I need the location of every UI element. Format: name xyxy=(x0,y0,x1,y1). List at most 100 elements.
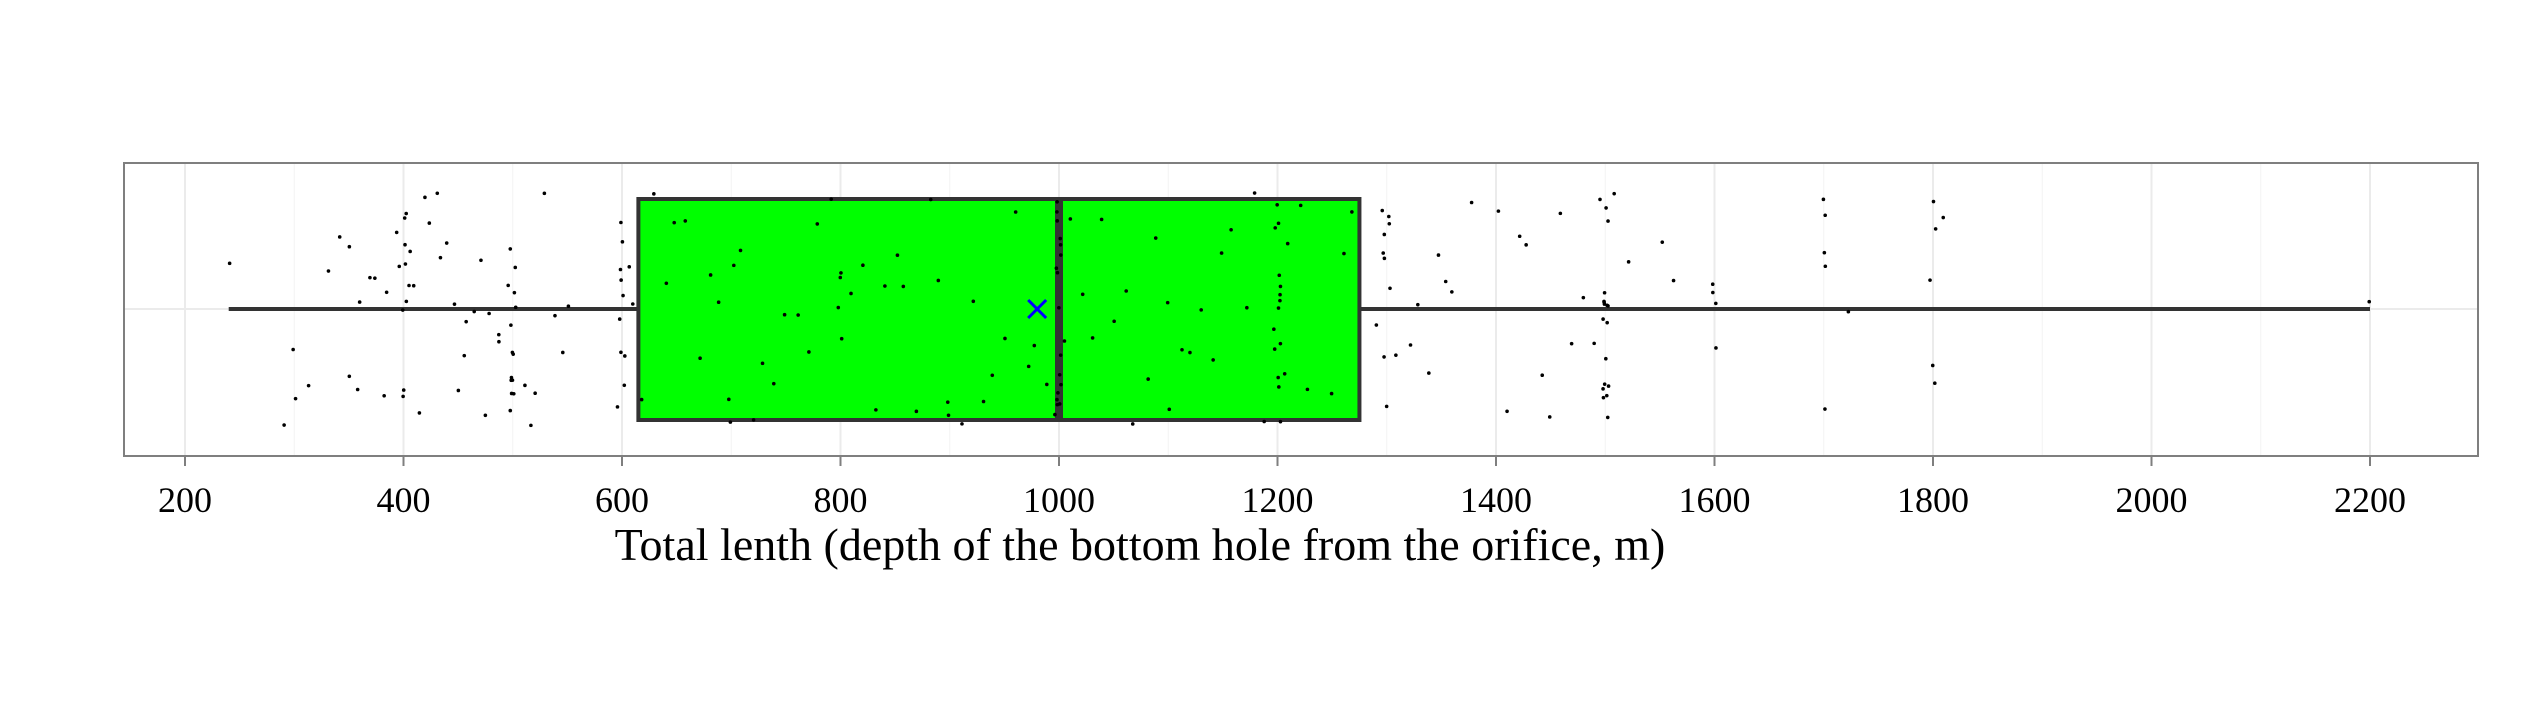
data-point xyxy=(1524,243,1528,247)
data-point xyxy=(1273,226,1278,230)
data-point xyxy=(337,235,342,239)
data-point xyxy=(1229,227,1233,232)
data-point xyxy=(1517,234,1522,239)
data-point xyxy=(397,264,402,269)
data-point xyxy=(1055,219,1060,223)
points-layer xyxy=(227,191,2372,428)
x-tick-label: 2000 xyxy=(2116,480,2188,520)
data-point xyxy=(1427,371,1431,375)
data-point xyxy=(1604,393,1609,398)
data-point xyxy=(708,273,713,277)
data-point xyxy=(621,293,625,298)
data-point xyxy=(1711,290,1715,295)
data-point xyxy=(427,221,432,225)
data-point xyxy=(1382,232,1387,237)
data-point xyxy=(1272,347,1277,351)
data-point xyxy=(529,423,533,428)
x-tick-label: 1000 xyxy=(1023,480,1095,520)
data-point xyxy=(1276,306,1281,310)
data-point xyxy=(400,308,405,312)
data-point xyxy=(1660,240,1665,244)
data-point xyxy=(1714,346,1718,350)
data-point xyxy=(560,350,565,355)
data-point xyxy=(652,192,656,196)
data-point xyxy=(1821,197,1826,202)
mean-marker xyxy=(1027,298,1048,320)
data-point xyxy=(1055,270,1060,275)
data-point xyxy=(1941,215,1946,220)
data-point xyxy=(368,275,372,280)
data-point xyxy=(1130,422,1135,426)
data-point xyxy=(1153,236,1158,240)
data-point xyxy=(452,302,457,306)
x-tick-label: 1200 xyxy=(1242,480,1314,520)
x-tick-label: 1400 xyxy=(1460,480,1532,520)
data-point xyxy=(1416,302,1420,307)
data-point xyxy=(1823,264,1828,269)
data-point xyxy=(664,281,669,286)
data-point xyxy=(1606,384,1611,388)
data-point xyxy=(716,300,721,305)
data-point xyxy=(1032,343,1037,348)
data-point xyxy=(630,302,635,306)
data-point xyxy=(306,383,311,388)
data-point xyxy=(382,393,386,398)
data-point xyxy=(1055,397,1059,402)
data-point xyxy=(1931,199,1936,204)
data-point xyxy=(1496,209,1501,213)
data-point xyxy=(438,255,443,260)
data-point xyxy=(1199,308,1203,312)
data-point xyxy=(401,394,405,399)
data-point xyxy=(1932,381,1937,386)
data-point xyxy=(513,305,518,310)
data-point xyxy=(1278,419,1283,424)
data-point xyxy=(1540,373,1545,378)
data-point xyxy=(293,396,298,401)
data-point xyxy=(1003,336,1007,341)
data-point xyxy=(1384,404,1389,409)
data-point xyxy=(829,197,833,201)
data-point xyxy=(1059,382,1063,387)
data-point xyxy=(1443,279,1448,284)
data-point xyxy=(617,317,622,321)
data-point xyxy=(1099,217,1104,222)
box-layer xyxy=(636,197,1362,422)
data-point xyxy=(401,388,406,392)
data-point xyxy=(403,242,407,247)
data-point xyxy=(771,381,776,386)
data-point xyxy=(1026,364,1031,369)
data-point xyxy=(1933,227,1938,231)
data-point xyxy=(456,388,461,393)
x-tick-label: 2200 xyxy=(2334,480,2406,520)
data-point xyxy=(727,397,731,402)
data-point xyxy=(839,271,843,275)
data-point xyxy=(1282,371,1287,376)
mean-layer xyxy=(1027,298,1048,320)
data-point xyxy=(1592,341,1596,346)
data-point xyxy=(615,405,620,409)
data-point xyxy=(1058,236,1063,241)
data-point xyxy=(511,352,515,356)
data-point xyxy=(1278,298,1282,303)
data-point xyxy=(620,240,625,244)
data-point xyxy=(472,309,477,314)
data-point xyxy=(1278,284,1283,289)
x-tick-label: 200 xyxy=(158,480,212,520)
box-iqr xyxy=(636,197,1362,422)
data-point xyxy=(936,278,941,283)
data-point xyxy=(815,222,820,226)
data-point xyxy=(1602,299,1606,304)
data-point xyxy=(227,261,232,266)
data-point xyxy=(487,311,491,316)
data-point xyxy=(895,253,900,257)
data-point xyxy=(946,413,951,418)
data-point xyxy=(1601,317,1605,321)
data-point xyxy=(1272,327,1276,332)
data-point xyxy=(394,230,399,235)
data-point xyxy=(1605,415,1610,420)
data-point xyxy=(1055,200,1059,204)
data-point xyxy=(1277,385,1281,389)
data-point xyxy=(1080,292,1085,297)
data-point xyxy=(1612,191,1616,196)
